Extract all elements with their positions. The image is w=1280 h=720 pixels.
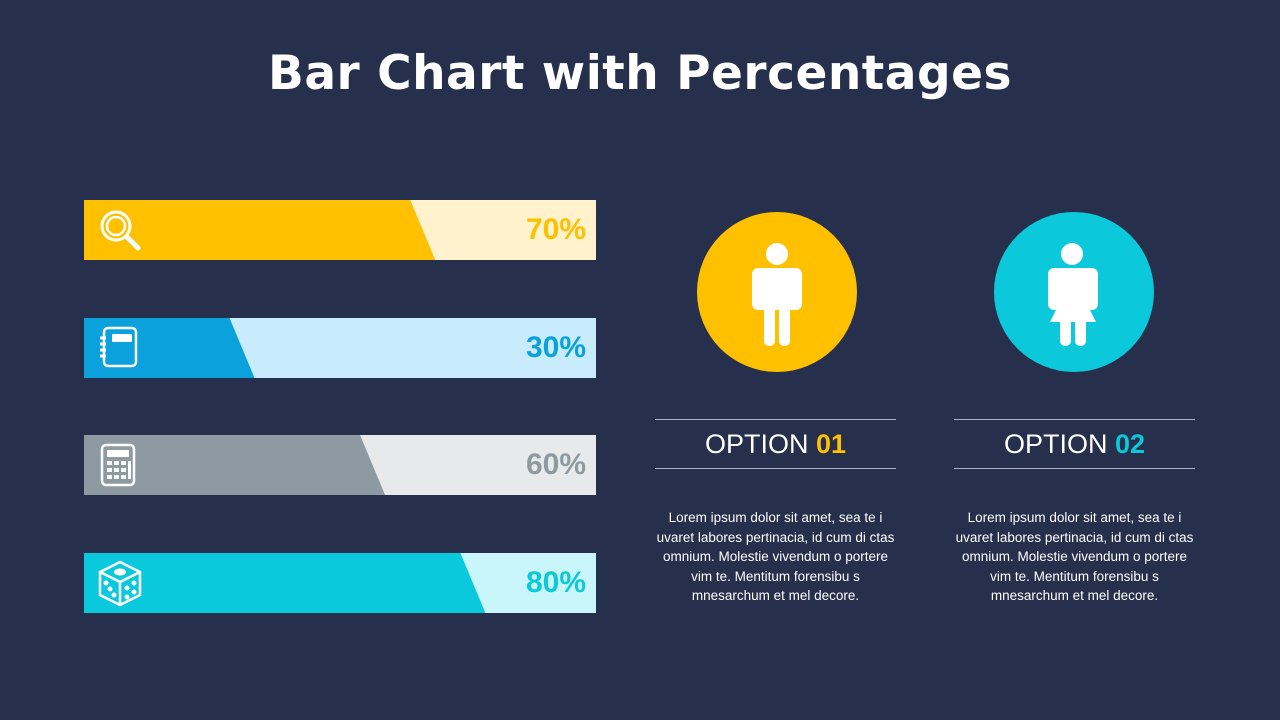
search-icon	[100, 210, 141, 251]
page-title: Bar Chart with Percentages	[268, 46, 1012, 101]
bar-fill	[84, 200, 436, 260]
bar-notebook: 30%	[84, 318, 596, 378]
option-2-number: 02	[1114, 429, 1146, 459]
bar-dice: 80%	[84, 553, 596, 613]
option-2-label: OPTION	[1003, 429, 1108, 459]
bar-calculator: 60%	[84, 435, 596, 495]
option-1-heading: OPTION 01	[655, 419, 896, 469]
notebook-icon	[100, 326, 138, 368]
option-2-heading: OPTION 02	[954, 419, 1195, 469]
bar-value-label: 30%	[525, 331, 586, 364]
female-icon	[1048, 243, 1098, 346]
bar-value-label: 80%	[525, 566, 586, 599]
option-2-description: Lorem ipsum dolor sit amet, sea te i uva…	[955, 510, 1194, 603]
bar-value-label: 60%	[525, 448, 586, 481]
option-1-number: 01	[815, 429, 847, 459]
dice-icon	[98, 560, 142, 607]
option-1-circle	[697, 212, 857, 372]
male-icon	[752, 243, 802, 346]
bar-value-label: 70%	[525, 213, 586, 246]
option-1-label: OPTION	[704, 429, 809, 459]
calculator-icon	[100, 443, 136, 487]
bar-fill	[84, 553, 486, 613]
option-2-circle	[994, 212, 1154, 372]
option-1-description: Lorem ipsum dolor sit amet, sea te i uva…	[656, 510, 895, 603]
bar-search: 70%	[84, 200, 596, 260]
